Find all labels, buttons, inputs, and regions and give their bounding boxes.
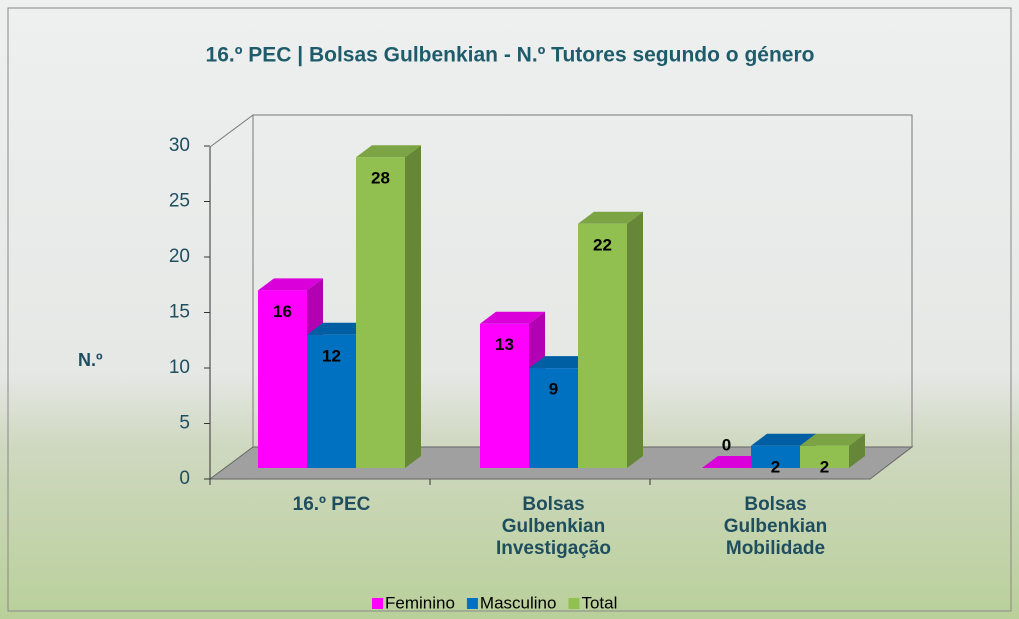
bar-face xyxy=(307,334,356,468)
bar-face xyxy=(480,323,529,468)
bar-face xyxy=(529,356,594,369)
bar-face xyxy=(258,278,323,291)
x-tick-label: 16.º PEC xyxy=(292,494,371,515)
frame xyxy=(7,7,1012,612)
bar-face xyxy=(578,223,627,468)
y-tick-label: 30 xyxy=(169,135,190,156)
bar-face xyxy=(751,445,800,468)
bar-face xyxy=(578,211,643,224)
y-tick-label: 25 xyxy=(169,191,190,212)
value-label: 16 xyxy=(273,302,292,321)
bar-face xyxy=(480,311,545,324)
bar-face xyxy=(751,433,816,446)
bar-face xyxy=(356,145,421,158)
legend-label: Masculino xyxy=(480,593,557,612)
bar-face xyxy=(627,211,643,469)
legend-label: Feminino xyxy=(385,593,455,612)
chart-title: 16.º PEC | Bolsas Gulbenkian - N.º Tutor… xyxy=(206,44,815,67)
bar-face xyxy=(405,145,421,468)
bar-face xyxy=(529,368,578,468)
bar-face xyxy=(307,322,372,335)
legend-label: Total xyxy=(581,593,617,612)
value-label: 28 xyxy=(371,169,390,188)
value-label: 22 xyxy=(593,235,612,254)
bar xyxy=(356,145,421,468)
bar-face xyxy=(356,157,405,468)
y-axis-label: N.º xyxy=(78,350,103,370)
value-label: 2 xyxy=(771,457,780,476)
bar-face xyxy=(800,445,849,468)
value-label: 2 xyxy=(820,457,829,476)
value-label: 0 xyxy=(722,435,731,454)
value-label: 12 xyxy=(322,346,341,365)
bar xyxy=(702,456,767,468)
legend-swatch xyxy=(466,598,478,609)
y-tick-label: 20 xyxy=(169,246,190,267)
y-tick-label: 0 xyxy=(179,468,190,489)
bar-face xyxy=(702,456,767,468)
bar xyxy=(800,433,865,468)
y-tick-label: 10 xyxy=(169,357,190,378)
x-tick-label: Bolsas Gulbenkian Investigação xyxy=(495,494,612,559)
value-label: 9 xyxy=(549,380,558,399)
bar-face xyxy=(849,433,865,468)
bar xyxy=(578,211,643,469)
y-tick-label: 5 xyxy=(179,413,190,434)
bar-face xyxy=(258,290,307,468)
y-tick-label: 15 xyxy=(169,302,190,323)
side-edge xyxy=(209,114,254,148)
x-tick-label: Bolsas Gulbenkian Mobilidade xyxy=(723,494,828,559)
legend-swatch xyxy=(568,598,580,609)
value-label: 13 xyxy=(495,335,514,354)
bar-face xyxy=(800,433,865,446)
legend-swatch xyxy=(372,598,383,609)
